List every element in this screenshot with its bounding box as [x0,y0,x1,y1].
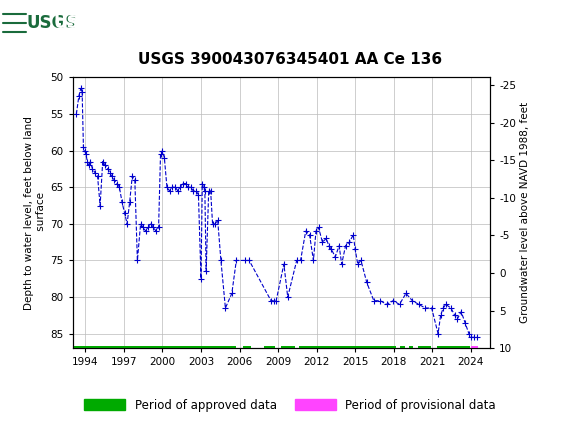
Text: USGS: USGS [27,14,78,31]
Text: USGS: USGS [53,14,104,31]
Y-axis label: Groundwater level above NAVD 1988, feet: Groundwater level above NAVD 1988, feet [520,102,530,323]
Bar [3,3,96,42]
Legend: Period of approved data, Period of provisional data: Period of approved data, Period of provi… [79,394,501,417]
Y-axis label: Depth to water level, feet below land
 surface: Depth to water level, feet below land su… [24,116,46,310]
Text: USGS 390043076345401 AA Ce 136: USGS 390043076345401 AA Ce 136 [138,52,442,67]
